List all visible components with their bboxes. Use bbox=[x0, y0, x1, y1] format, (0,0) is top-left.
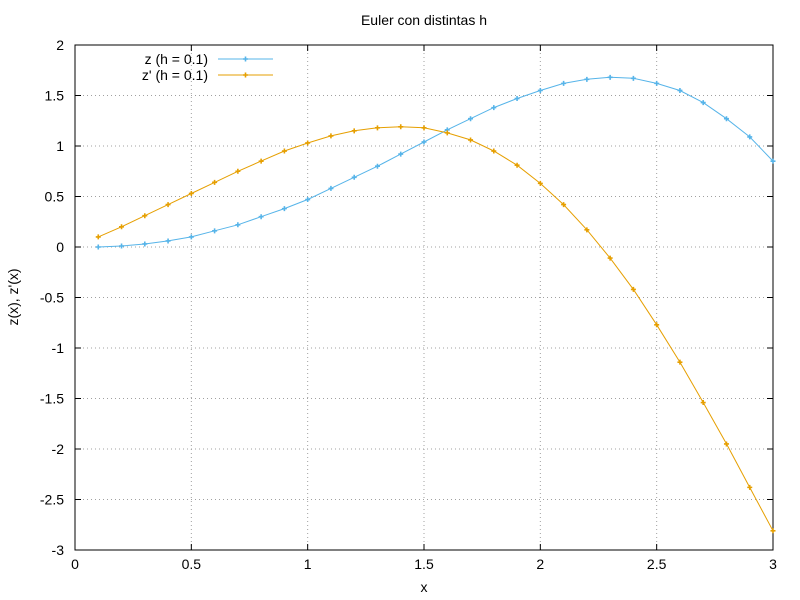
data-point-1 bbox=[165, 202, 171, 208]
x-tick-label: 1.5 bbox=[414, 556, 434, 572]
data-point-1 bbox=[677, 359, 683, 365]
chart-title: Euler con distintas h bbox=[361, 12, 487, 28]
data-point-0 bbox=[212, 228, 218, 234]
data-point-1 bbox=[142, 213, 148, 219]
y-tick-label: 1 bbox=[56, 138, 64, 154]
data-point-1 bbox=[491, 148, 497, 154]
data-point-0 bbox=[491, 105, 497, 111]
x-tick-label: 3 bbox=[769, 556, 777, 572]
data-point-1 bbox=[723, 441, 729, 447]
legend-label: z (h = 0.1) bbox=[145, 51, 208, 67]
data-point-1 bbox=[258, 158, 264, 164]
data-point-1 bbox=[351, 128, 357, 134]
series-line-0 bbox=[98, 76, 774, 248]
data-point-1 bbox=[188, 190, 194, 196]
y-axis-label: z(x), z'(x) bbox=[5, 268, 21, 325]
data-point-1 bbox=[561, 202, 567, 208]
data-point-1 bbox=[747, 484, 753, 490]
data-point-1 bbox=[305, 140, 311, 146]
data-point-0 bbox=[654, 80, 660, 86]
series-line-1 bbox=[98, 126, 774, 532]
data-point-1 bbox=[468, 137, 474, 143]
data-point-0 bbox=[95, 244, 101, 250]
data-point-1 bbox=[700, 400, 706, 406]
data-point-1 bbox=[421, 125, 427, 131]
y-tick-label: 1.5 bbox=[45, 88, 65, 104]
data-point-0 bbox=[630, 75, 636, 81]
data-point-0 bbox=[281, 206, 287, 212]
data-point-1 bbox=[444, 130, 450, 136]
data-point-0 bbox=[561, 80, 567, 86]
series-layer bbox=[95, 74, 776, 534]
y-tick-label: -2 bbox=[52, 441, 65, 457]
data-point-0 bbox=[723, 116, 729, 122]
x-tick-label: 1 bbox=[304, 556, 312, 572]
legend-swatch-marker bbox=[243, 56, 248, 62]
data-point-0 bbox=[421, 139, 427, 145]
data-point-0 bbox=[770, 158, 776, 164]
data-point-0 bbox=[305, 197, 311, 203]
data-point-0 bbox=[537, 87, 543, 93]
data-point-1 bbox=[212, 179, 218, 185]
y-tick-label: 2 bbox=[56, 37, 64, 53]
x-tick-label: 0.5 bbox=[182, 556, 202, 572]
data-point-1 bbox=[374, 125, 380, 131]
data-point-1 bbox=[770, 528, 776, 534]
x-tick-label: 2 bbox=[536, 556, 544, 572]
data-point-1 bbox=[235, 168, 241, 174]
y-tick-label: -1.5 bbox=[40, 391, 64, 407]
data-point-0 bbox=[165, 238, 171, 244]
data-point-0 bbox=[142, 241, 148, 247]
data-point-1 bbox=[328, 133, 334, 139]
data-point-0 bbox=[514, 96, 520, 102]
data-point-0 bbox=[119, 243, 125, 249]
data-point-0 bbox=[398, 151, 404, 157]
data-point-0 bbox=[747, 134, 753, 140]
data-point-0 bbox=[374, 163, 380, 169]
y-axis-ticks: -3 -2.5 -2 -1.5 -1 -0.5 0 0.5 1 1.5 2 bbox=[40, 37, 773, 558]
data-point-1 bbox=[607, 255, 613, 261]
data-point-0 bbox=[700, 100, 706, 106]
data-point-0 bbox=[677, 87, 683, 93]
data-point-1 bbox=[95, 234, 101, 240]
grid-lines bbox=[75, 45, 773, 550]
legend-label: z' (h = 0.1) bbox=[142, 67, 208, 83]
data-point-1 bbox=[584, 227, 590, 233]
data-point-1 bbox=[281, 148, 287, 154]
y-tick-label: -1 bbox=[52, 340, 65, 356]
data-point-0 bbox=[188, 234, 194, 240]
data-point-1 bbox=[537, 180, 543, 186]
data-point-0 bbox=[607, 74, 613, 80]
legend: z (h = 0.1)z' (h = 0.1) bbox=[142, 51, 273, 83]
data-point-0 bbox=[328, 185, 334, 191]
data-point-1 bbox=[398, 124, 404, 130]
data-point-1 bbox=[654, 322, 660, 328]
data-point-1 bbox=[119, 224, 125, 230]
data-point-0 bbox=[351, 174, 357, 180]
data-point-0 bbox=[468, 116, 474, 122]
data-point-0 bbox=[235, 222, 241, 228]
data-point-0 bbox=[584, 76, 590, 82]
y-tick-label: -0.5 bbox=[40, 290, 64, 306]
x-tick-label: 0 bbox=[71, 556, 79, 572]
x-axis-label: x bbox=[421, 579, 428, 595]
x-tick-label: 2.5 bbox=[647, 556, 667, 572]
y-tick-label: 0 bbox=[56, 239, 64, 255]
data-point-0 bbox=[258, 214, 264, 220]
legend-swatch-marker bbox=[243, 72, 248, 78]
data-point-1 bbox=[630, 286, 636, 292]
y-tick-label: 0.5 bbox=[45, 189, 65, 205]
data-point-1 bbox=[514, 162, 520, 168]
x-axis-ticks: 0 0.5 1 1.5 2 2.5 3 bbox=[71, 45, 777, 572]
y-tick-label: -3 bbox=[52, 542, 65, 558]
y-tick-label: -2.5 bbox=[40, 492, 64, 508]
